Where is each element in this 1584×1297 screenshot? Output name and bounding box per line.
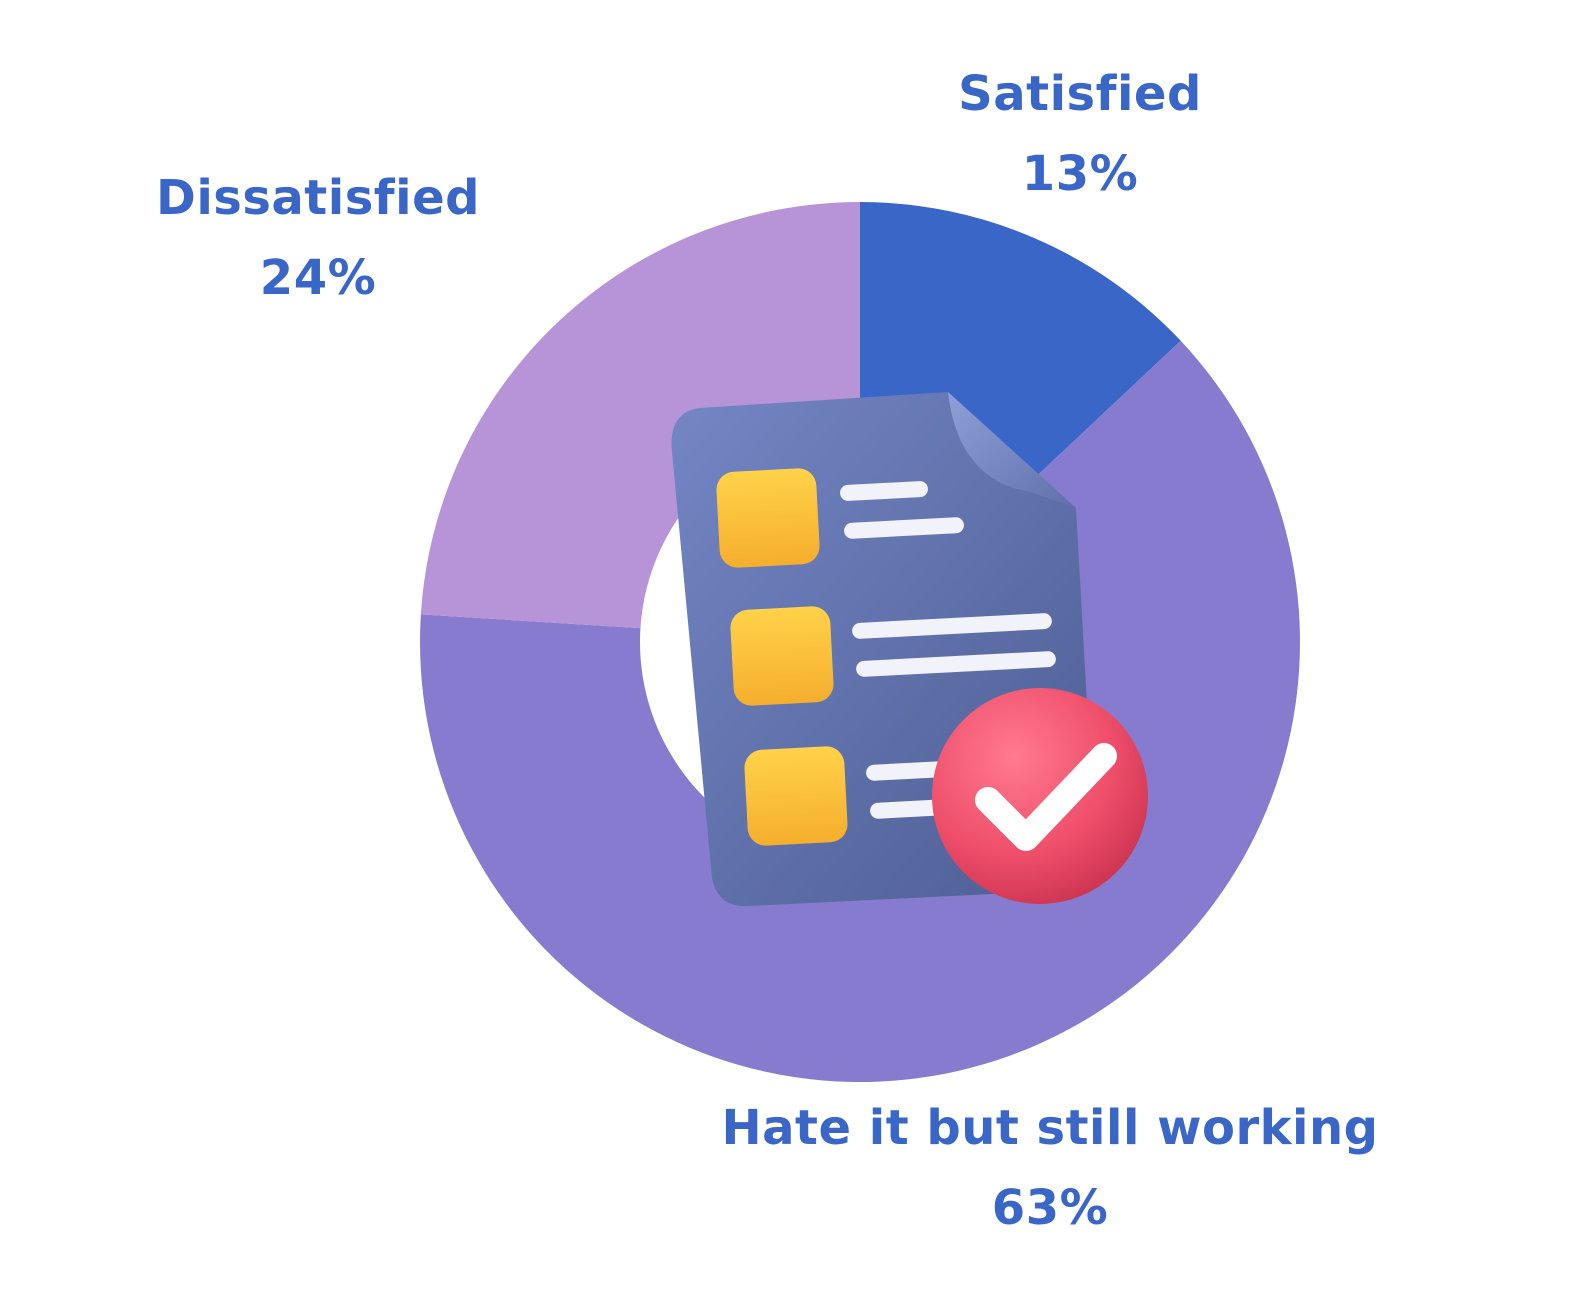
line-1b: [844, 517, 964, 539]
label-dissatisfied-name: Dissatisfied: [155, 170, 481, 226]
line-2a: [852, 613, 1052, 639]
label-hate-it: Hate it but still working 63%: [690, 1088, 1410, 1248]
label-satisfied: Satisfied 13%: [940, 54, 1220, 214]
label-dissatisfied: Dissatisfied 24%: [128, 158, 508, 318]
checkbox-3: [744, 746, 848, 846]
label-satisfied-name: Satisfied: [958, 66, 1202, 122]
slice-dissatisfied: [420, 202, 860, 629]
line-1a: [840, 481, 928, 501]
checkmark-icon: [975, 743, 1117, 851]
checkbox-1: [716, 468, 820, 568]
survey-checklist-icon: [671, 392, 1148, 907]
check-badge: [932, 688, 1148, 904]
checkbox-2: [730, 606, 834, 706]
label-satisfied-value: 13%: [1021, 146, 1139, 202]
label-dissatisfied-value: 24%: [259, 250, 377, 306]
label-hate-it-value: 63%: [991, 1180, 1109, 1236]
line-2b: [856, 651, 1056, 677]
label-hate-it-name: Hate it but still working: [721, 1100, 1379, 1156]
document-fold: [948, 392, 1076, 508]
slice-hate-it-but-still-working: [419, 340, 1300, 1082]
